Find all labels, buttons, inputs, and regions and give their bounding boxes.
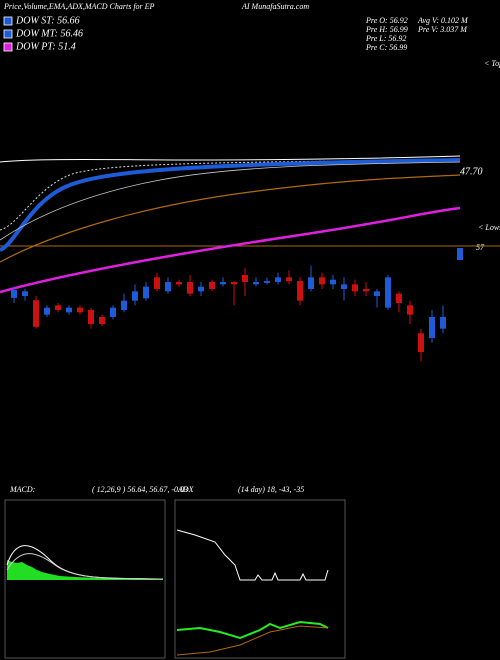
candle-body [231,282,237,285]
lows-label: < Lows [478,223,500,232]
candle-body [363,289,369,292]
macd-panel [4,499,166,659]
candle-body [440,317,446,329]
macd-values: ( 12,26,9 ) 56.64, 56.67, -0.03 [92,485,188,494]
candle-body [198,286,204,292]
ema-line [0,174,461,263]
ema-line [0,206,461,294]
candle-body [176,282,182,285]
adx-values: (14 day) 18, -43, -35 [238,485,304,494]
last-label: 57 [476,243,485,252]
candle-body [242,275,248,282]
di-minus-line [176,625,329,656]
candle-body [22,291,28,296]
candle-body [330,279,336,285]
candle-body [132,291,138,301]
macd-histogram [7,560,163,580]
legend-label: DOW PT: 51.4 [15,41,76,52]
volume-stat: Pre V: 3.037 M [417,25,468,34]
ema-line [0,161,461,241]
candle-body [44,307,50,315]
macd-signal [6,553,164,580]
pre-stat: Pre L: 56.92 [365,34,406,43]
candle-body [286,277,292,282]
candle-body [297,281,303,301]
candle-body [55,305,61,310]
candle-body [99,317,105,324]
candle-body [209,282,215,289]
site: AI MunafaSutra.com [241,2,309,11]
candle-body [77,307,83,313]
candle-body [396,293,402,303]
legend-label: DOW ST: 56.66 [15,15,80,26]
legend-label: DOW MT: 56.46 [15,28,83,39]
pre-stat: Pre H: 56.99 [365,25,408,34]
adx-label: ADX [177,485,195,494]
candle-body [374,291,380,296]
legend-swatch [3,42,13,52]
candle-body [407,305,413,315]
adx-line [176,529,329,581]
tops-label: < Tops [484,59,500,68]
level-label: 47.70 [460,166,483,177]
candle-body [418,333,424,352]
last-candle [457,248,463,260]
candle-body [143,286,149,299]
title: Price,Volume,EMA,ADX,MACD Charts for EP [3,2,155,11]
legend-swatch [3,16,13,26]
candle-body [33,300,39,327]
candle-body [154,277,160,289]
candle-body [319,277,325,285]
ema-line [0,159,461,231]
candle-body [253,282,259,285]
candle-body [66,307,72,313]
di-plus-line [176,620,329,640]
candle-body [264,281,270,283]
candle-body [341,284,347,289]
candle-body [308,277,314,289]
candle-body [352,284,358,292]
candle-body [121,300,127,310]
pre-stat: Pre C: 56.99 [365,43,407,52]
candle-body [165,282,171,292]
candle-body [110,307,116,317]
pre-stat: Pre O: 56.92 [365,16,408,25]
band-line [0,155,461,163]
ema-line [0,158,461,252]
candle-body [429,317,435,338]
legend-swatch [3,29,13,39]
candle-body [187,282,193,294]
candle-body [275,277,281,282]
candle-body [88,310,94,324]
volume-stat: Avg V: 0.102 M [417,16,469,25]
candle-body [11,289,17,298]
macd-label: MACD: [9,485,36,494]
candle-body [385,277,391,308]
candle-body [220,282,226,285]
adx-panel [174,499,346,659]
